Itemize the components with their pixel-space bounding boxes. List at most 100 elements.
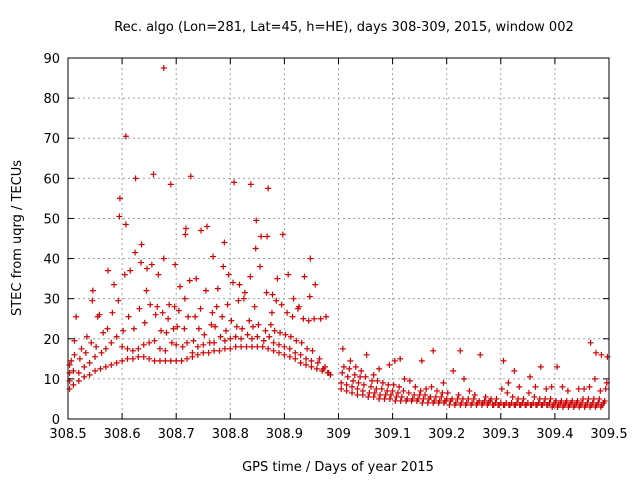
- data-point: [313, 365, 320, 372]
- data-point: [98, 349, 105, 356]
- data-point: [279, 231, 286, 238]
- data-point: [287, 333, 294, 340]
- data-point: [278, 301, 285, 308]
- data-point: [238, 335, 245, 342]
- data-point: [122, 133, 129, 140]
- data-point: [384, 387, 391, 394]
- data-point: [224, 301, 231, 308]
- data-point: [140, 341, 147, 348]
- data-point: [262, 327, 269, 334]
- data-point: [393, 393, 400, 400]
- data-point: [88, 339, 95, 346]
- data-point: [260, 337, 267, 344]
- data-point: [454, 395, 461, 402]
- data-point: [200, 349, 207, 356]
- data-point: [515, 395, 522, 402]
- data-point: [436, 397, 443, 404]
- data-point: [546, 399, 553, 406]
- data-point: [316, 355, 323, 362]
- data-point: [150, 171, 157, 178]
- data-point: [376, 365, 383, 372]
- data-point: [252, 245, 259, 252]
- data-point: [82, 349, 89, 356]
- data-point: [275, 349, 282, 356]
- data-point: [505, 379, 512, 386]
- data-point: [265, 185, 272, 192]
- data-point: [311, 315, 318, 322]
- data-point: [323, 313, 330, 320]
- data-point: [367, 383, 374, 390]
- data-point: [175, 307, 182, 314]
- data-point: [481, 397, 488, 404]
- data-point: [397, 355, 404, 362]
- data-point: [160, 255, 167, 262]
- data-point: [250, 323, 257, 330]
- data-point: [125, 313, 132, 320]
- data-point: [194, 351, 201, 358]
- data-point: [596, 395, 603, 402]
- data-point: [511, 367, 518, 374]
- data-point: [378, 385, 385, 392]
- data-point: [167, 357, 174, 364]
- data-point: [200, 341, 207, 348]
- data-point: [327, 371, 334, 378]
- data-point: [449, 395, 456, 402]
- data-point: [537, 363, 544, 370]
- data-point: [228, 317, 235, 324]
- data-point: [362, 373, 369, 380]
- data-point: [192, 313, 199, 320]
- data-point: [68, 357, 75, 364]
- data-point: [338, 379, 345, 386]
- data-point: [339, 369, 346, 376]
- data-point: [358, 367, 365, 374]
- data-point: [359, 387, 366, 394]
- data-point: [221, 239, 228, 246]
- data-point: [70, 381, 77, 388]
- data-point: [219, 313, 226, 320]
- data-point: [116, 195, 123, 202]
- y-tick-label: 50: [43, 212, 60, 227]
- data-point: [248, 343, 255, 350]
- data-point: [93, 343, 100, 350]
- data-point: [321, 363, 328, 370]
- data-point: [459, 395, 466, 402]
- data-point: [264, 233, 271, 240]
- data-point: [527, 373, 534, 380]
- data-point: [146, 339, 153, 346]
- x-tick-label: 308.9: [266, 427, 303, 442]
- data-point: [115, 297, 122, 304]
- data-point: [303, 355, 310, 362]
- data-point: [140, 353, 147, 360]
- data-point: [543, 385, 550, 392]
- data-point: [386, 361, 393, 368]
- data-point: [148, 261, 155, 268]
- data-point: [406, 377, 413, 384]
- data-point: [370, 371, 377, 378]
- data-point: [121, 271, 128, 278]
- data-point: [463, 399, 470, 406]
- data-point: [227, 345, 234, 352]
- data-point: [181, 325, 188, 332]
- data-point: [286, 353, 293, 360]
- data-point: [569, 397, 576, 404]
- data-point: [209, 253, 216, 260]
- data-point: [71, 351, 78, 358]
- data-point: [71, 337, 78, 344]
- data-point: [251, 303, 258, 310]
- data-point: [240, 295, 247, 302]
- data-point: [165, 315, 172, 322]
- data-point: [167, 181, 174, 188]
- data-point: [349, 389, 356, 396]
- data-point: [268, 309, 275, 316]
- data-point: [282, 331, 289, 338]
- data-point: [147, 301, 154, 308]
- data-point: [465, 395, 472, 402]
- x-axis-label: GPS time / Days of year 2015: [242, 460, 434, 475]
- data-point: [143, 287, 150, 294]
- data-point: [440, 379, 447, 386]
- data-point: [243, 343, 250, 350]
- data-point: [309, 347, 316, 354]
- data-point: [477, 351, 484, 358]
- data-point: [132, 249, 139, 256]
